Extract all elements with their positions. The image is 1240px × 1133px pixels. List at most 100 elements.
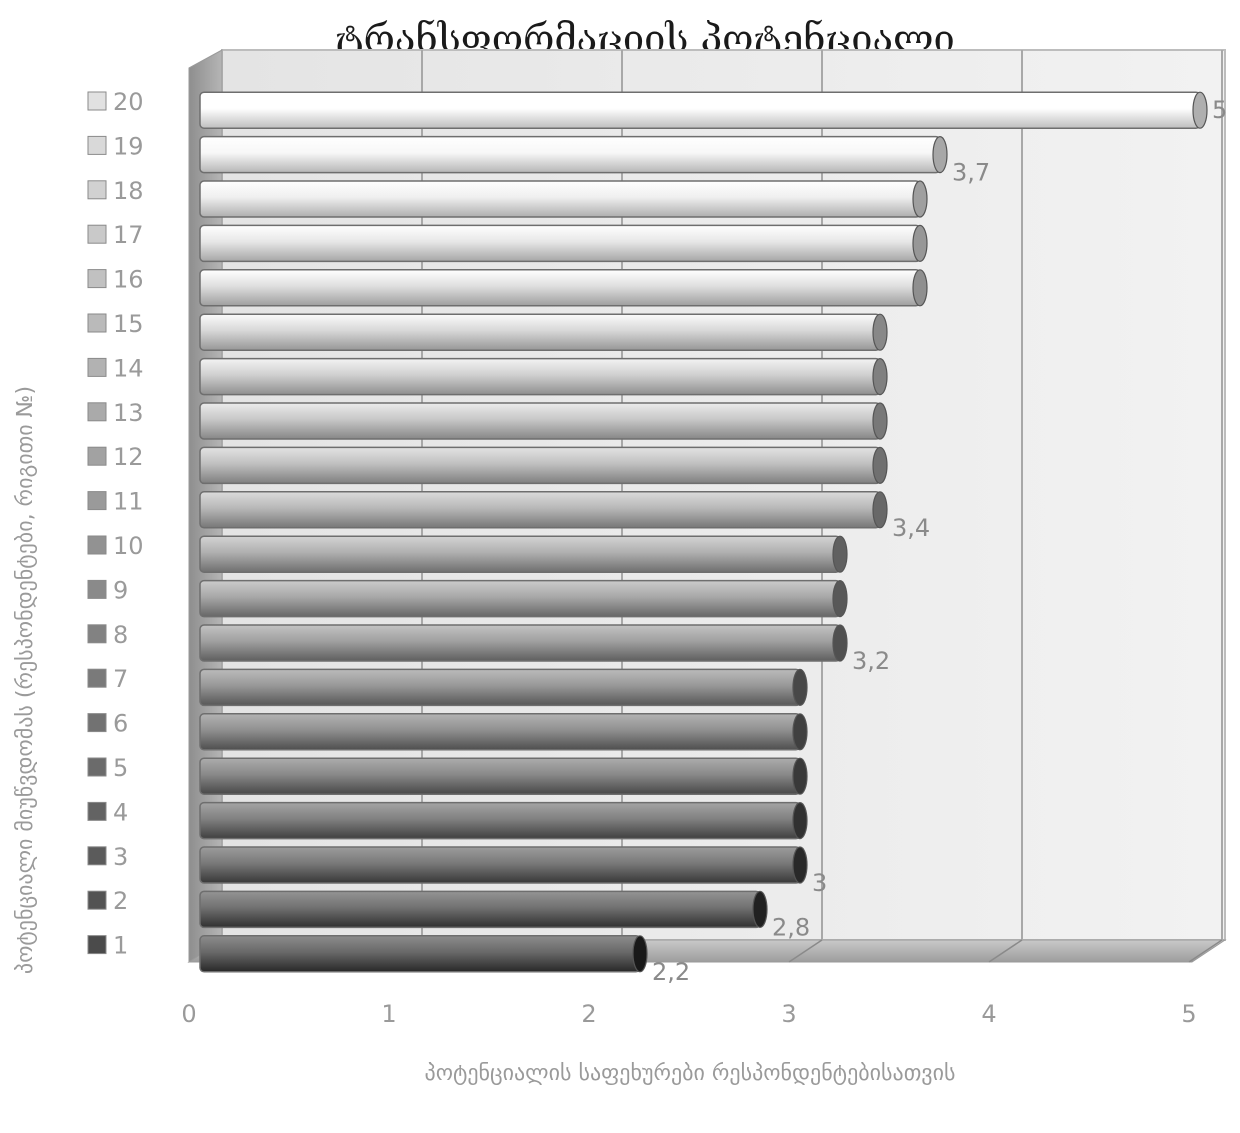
legend-swatch	[87, 313, 107, 333]
legend-label: 18	[113, 177, 144, 205]
bars	[199, 91, 1208, 973]
data-labels: 2,2 2,83 3,2 3,4 3,7 5	[652, 96, 1227, 986]
legend-label: 12	[113, 443, 144, 471]
legend-label: 10	[113, 532, 144, 560]
floor-gridline	[788, 939, 823, 963]
bar	[199, 91, 1201, 129]
bar	[199, 757, 801, 795]
x-tick-label: 2	[581, 1000, 596, 1028]
x-tick-label: 3	[781, 1000, 796, 1028]
legend-label: 17	[113, 221, 144, 249]
bar	[199, 357, 881, 396]
legend-label: 8	[113, 621, 128, 649]
bar-cap	[792, 668, 808, 707]
legend-swatch	[87, 801, 107, 821]
data-label: 3,2	[852, 647, 890, 675]
bar-cap	[912, 224, 928, 262]
legend-swatch	[87, 224, 107, 244]
legend-swatch	[87, 757, 107, 777]
bar-cap	[872, 402, 888, 440]
legend-label: 7	[113, 665, 128, 693]
floor-gridline	[988, 939, 1023, 963]
data-label: 5	[1212, 96, 1227, 124]
floor-gridline	[1188, 939, 1223, 963]
data-label: 3,7	[952, 159, 990, 187]
bar-cap	[752, 890, 768, 929]
bar-cap	[1192, 91, 1208, 129]
x-tick-label: 0	[181, 1000, 196, 1028]
bar	[199, 668, 801, 707]
legend-label: 4	[113, 798, 128, 826]
bar	[199, 935, 641, 973]
y-axis-title: პოტენციალი მიუწვდომას (რესპონდენტები, რი…	[13, 386, 38, 974]
x-tick-labels: 0 1 2 3 4 5	[181, 1000, 1196, 1028]
legend-label: 2	[113, 887, 128, 915]
legend-label: 9	[113, 576, 128, 604]
data-label: 3,4	[892, 514, 930, 542]
bar	[199, 269, 921, 307]
legend-label: 3	[113, 843, 128, 871]
legend-label: 6	[113, 710, 128, 738]
bar-cap	[932, 136, 948, 174]
bar-cap	[872, 358, 888, 396]
legend-swatch	[87, 535, 107, 555]
bar-cap	[832, 624, 848, 662]
bar	[199, 135, 941, 174]
bar-cap	[792, 801, 808, 840]
legend-label: 13	[113, 399, 144, 427]
legend-swatch	[87, 491, 107, 511]
legend-swatch	[87, 135, 107, 155]
bar-cap	[832, 535, 848, 573]
legend-swatch	[87, 357, 107, 377]
bar	[199, 446, 881, 485]
bar-cap	[872, 491, 888, 529]
legend-label: 19	[113, 132, 144, 160]
legend-label: 15	[113, 310, 144, 338]
x-tick-label: 4	[981, 1000, 996, 1028]
bar-cap	[792, 713, 808, 751]
legend-swatch	[87, 713, 107, 733]
legend-label: 11	[113, 488, 144, 516]
legend: 20 19 18 17 16 15 14 13 12 11 10 9 8 7 6 5 4 3 2 1	[87, 88, 144, 960]
x-tick-label: 5	[1181, 1000, 1196, 1028]
legend-swatch	[87, 846, 107, 866]
bar	[199, 713, 801, 751]
bar	[199, 890, 761, 929]
bar-cap	[792, 846, 808, 884]
legend-label: 5	[113, 754, 128, 782]
bar	[199, 491, 881, 529]
x-tick-label: 1	[381, 1000, 396, 1028]
legend-swatch	[87, 579, 107, 599]
bar	[199, 624, 841, 662]
legend-swatch	[87, 668, 107, 688]
data-label: 2,8	[772, 913, 810, 941]
bar	[199, 180, 921, 218]
bar	[199, 402, 881, 440]
bar	[199, 535, 841, 573]
legend-swatch	[87, 180, 107, 200]
bar-cap	[872, 446, 888, 484]
bar-cap	[912, 180, 928, 218]
legend-swatch	[87, 624, 107, 644]
data-label: 2,2	[652, 958, 690, 986]
bar	[199, 224, 921, 263]
legend-swatch	[87, 446, 107, 466]
bar	[199, 579, 841, 618]
legend-swatch	[87, 91, 107, 111]
legend-label: 16	[113, 266, 144, 294]
legend-swatch	[87, 935, 107, 955]
bar-cap	[872, 313, 888, 351]
x-axis-title: პოტენციალის საფეხურები რესპონდენტებისათვ…	[425, 1061, 956, 1086]
legend-swatch	[87, 269, 107, 289]
bar	[199, 846, 801, 884]
bar-cap	[792, 757, 808, 795]
legend-label: 20	[113, 88, 144, 116]
legend-label: 1	[113, 932, 128, 960]
legend-swatch	[87, 890, 107, 910]
bar-cap	[632, 935, 648, 973]
bar	[199, 801, 801, 840]
bar	[199, 313, 881, 351]
data-label: 3	[812, 869, 827, 897]
legend-swatch	[87, 402, 107, 422]
